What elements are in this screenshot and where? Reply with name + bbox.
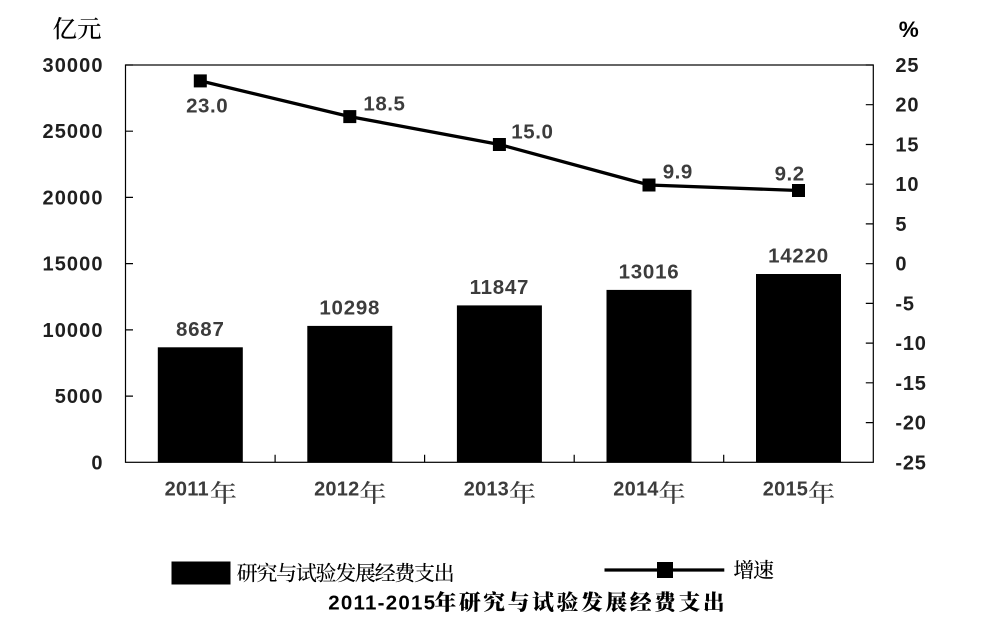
svg-text:-10: -10 — [895, 333, 926, 355]
svg-text:5000: 5000 — [55, 386, 104, 408]
svg-text:0: 0 — [91, 452, 103, 474]
svg-text:2013: 2013 — [464, 478, 509, 500]
svg-text:2011-2015: 2011-2015 — [328, 592, 436, 615]
svg-text:15: 15 — [895, 135, 919, 157]
svg-text:2014: 2014 — [613, 478, 659, 500]
svg-text:14220: 14220 — [768, 245, 829, 268]
svg-text:-25: -25 — [895, 452, 926, 474]
svg-text:18.5: 18.5 — [363, 93, 405, 116]
svg-text:-15: -15 — [895, 373, 926, 395]
svg-text:9.9: 9.9 — [663, 161, 693, 184]
svg-text:%: % — [899, 17, 919, 42]
svg-text:2012: 2012 — [314, 478, 359, 500]
svg-text:2011: 2011 — [165, 478, 209, 500]
svg-text:15.0: 15.0 — [511, 121, 553, 144]
svg-text:11847: 11847 — [470, 276, 530, 299]
svg-text:20000: 20000 — [42, 187, 103, 209]
svg-text:0: 0 — [895, 254, 907, 276]
svg-text:20: 20 — [895, 95, 919, 117]
svg-text:15000: 15000 — [42, 254, 103, 276]
svg-text:10: 10 — [895, 174, 919, 196]
svg-text:13016: 13016 — [619, 260, 680, 283]
svg-text:-5: -5 — [895, 293, 914, 315]
svg-text:8687: 8687 — [176, 318, 225, 341]
svg-text:9.2: 9.2 — [775, 163, 805, 186]
svg-text:23.0: 23.0 — [186, 95, 228, 118]
svg-text:5: 5 — [895, 214, 907, 236]
svg-text:25: 25 — [895, 55, 919, 77]
svg-text:10298: 10298 — [319, 296, 380, 319]
svg-text:-20: -20 — [895, 413, 926, 435]
svg-text:10000: 10000 — [42, 320, 103, 342]
svg-text:2015: 2015 — [763, 478, 808, 500]
svg-text:25000: 25000 — [42, 121, 103, 143]
svg-text:30000: 30000 — [42, 55, 103, 77]
